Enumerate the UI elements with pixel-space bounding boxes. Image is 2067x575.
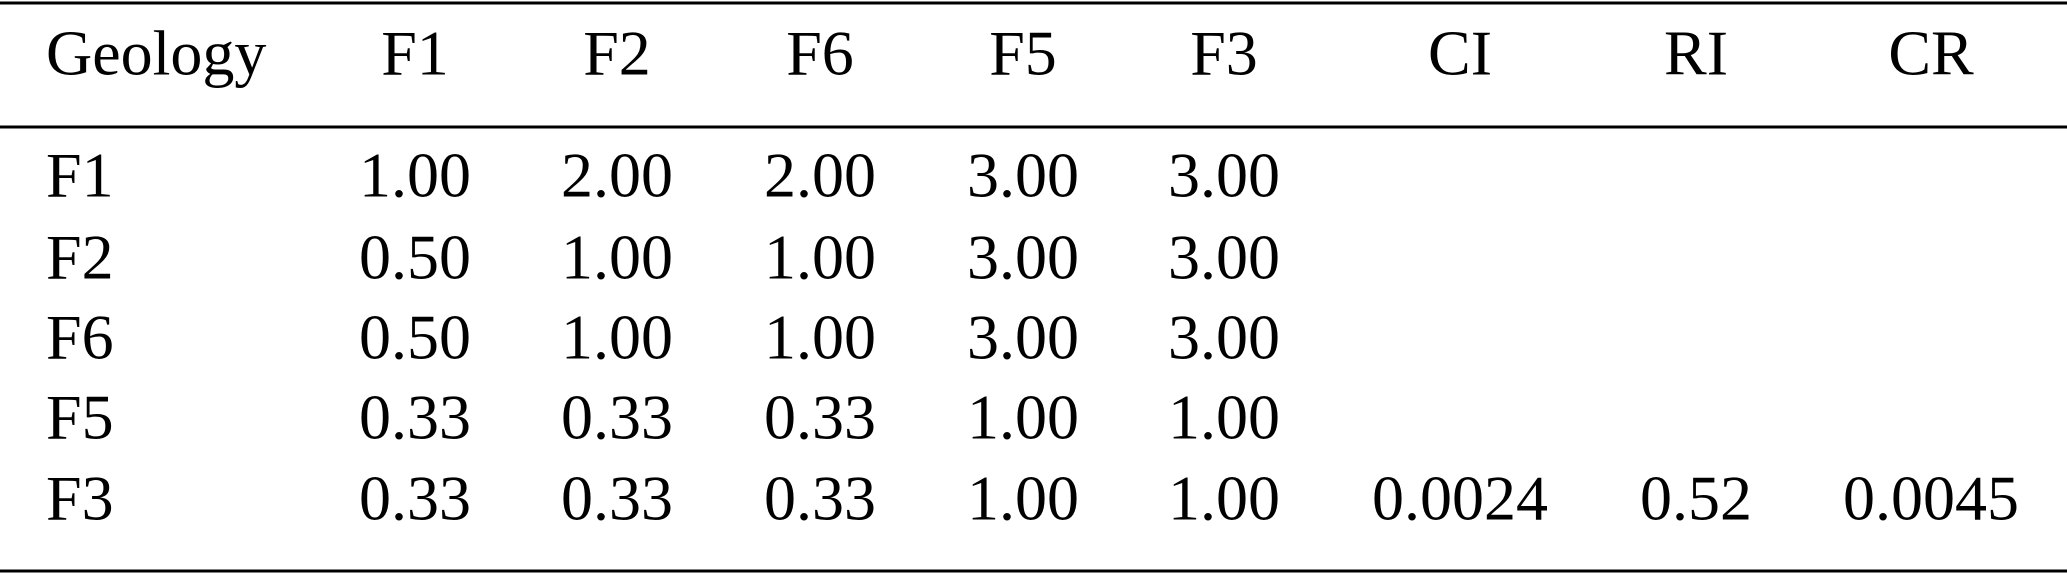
header-cell: Geology	[46, 18, 266, 89]
header-cell: F3	[1190, 18, 1258, 89]
cell: 3.00	[1168, 222, 1280, 293]
header-cell: F5	[989, 18, 1057, 89]
cell: 0.0024	[1372, 463, 1548, 534]
cell: 0.0045	[1843, 463, 2019, 534]
header-cell: CR	[1888, 18, 1974, 89]
cell: 0.52	[1640, 463, 1752, 534]
row-label: F2	[46, 222, 114, 293]
header-cell: F2	[583, 18, 651, 89]
cell: 3.00	[967, 302, 1079, 373]
cell: 1.00	[561, 222, 673, 293]
cell: 0.33	[561, 463, 673, 534]
cell: 2.00	[764, 140, 876, 211]
row-label: F5	[46, 382, 114, 453]
cell: 1.00	[1168, 463, 1280, 534]
cell: 1.00	[764, 302, 876, 373]
cell: 3.00	[1168, 302, 1280, 373]
cell: 1.00	[764, 222, 876, 293]
header-cell: CI	[1428, 18, 1492, 89]
cell: 0.33	[561, 382, 673, 453]
header-cell: F1	[381, 18, 449, 89]
cell: 1.00	[967, 463, 1079, 534]
row-label: F6	[46, 302, 114, 373]
cell: 0.50	[359, 222, 471, 293]
cell: 3.00	[1168, 140, 1280, 211]
cell: 3.00	[967, 222, 1079, 293]
row-label: F3	[46, 463, 114, 534]
row-label: F1	[46, 140, 114, 211]
cell: 3.00	[967, 140, 1079, 211]
cell: 0.50	[359, 302, 471, 373]
cell: 1.00	[561, 302, 673, 373]
cell: 1.00	[967, 382, 1079, 453]
header-cell: RI	[1664, 18, 1728, 89]
cell: 0.33	[764, 382, 876, 453]
cell: 2.00	[561, 140, 673, 211]
header-cell: F6	[786, 18, 854, 89]
cell: 0.33	[359, 382, 471, 453]
cell: 1.00	[359, 140, 471, 211]
cell: 0.33	[359, 463, 471, 534]
cell: 1.00	[1168, 382, 1280, 453]
cell: 0.33	[764, 463, 876, 534]
